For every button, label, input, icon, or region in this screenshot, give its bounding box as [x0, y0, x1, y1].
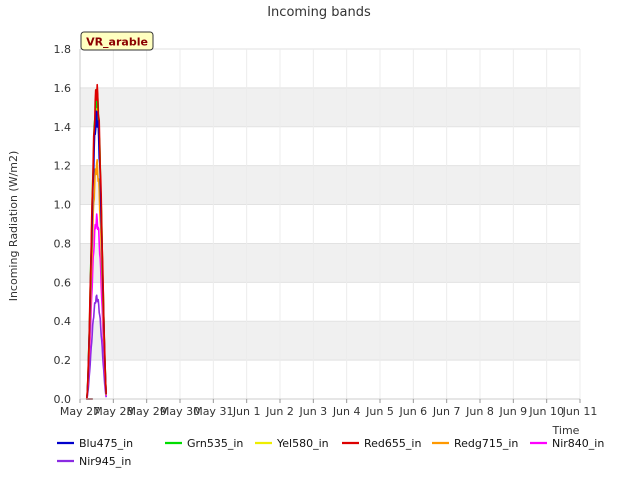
series-line-nir945-in — [85, 294, 107, 400]
x-tick-label: May 28 — [93, 405, 133, 418]
y-tick-label: 1.0 — [54, 199, 72, 212]
legend: Blu475_in Grn535_in Yel580_in Red655_in Redg… — [57, 437, 604, 468]
x-tick-label: May 27 — [60, 405, 100, 418]
legend-item-nir840-in: Nir840_in — [530, 437, 604, 450]
site-badge-label: VR_arable — [86, 36, 148, 49]
series-layer — [85, 83, 107, 400]
grid-band — [80, 243, 580, 283]
legend-item-red655-in: Red655_in — [342, 437, 421, 450]
grid-band — [80, 321, 580, 361]
x-tick-label: Jun 10 — [528, 405, 564, 418]
legend-label: Nir945_in — [79, 455, 131, 468]
legend-item-nir945-in: Nir945_in — [57, 455, 131, 468]
x-tick-label: Jun 1 — [232, 405, 261, 418]
x-tick-label: Jun 5 — [365, 405, 394, 418]
grid-band — [80, 87, 580, 127]
x-tick-label: Jun 7 — [432, 405, 461, 418]
grid-bands — [80, 49, 580, 399]
x-tick-label: May 31 — [193, 405, 233, 418]
y-tick-label: 1.2 — [54, 160, 72, 173]
series-line-red655-in — [85, 83, 107, 400]
x-tick-label: Jun 2 — [265, 405, 294, 418]
x-axis-title: Time — [552, 424, 580, 437]
legend-item-blu475-in: Blu475_in — [57, 437, 133, 450]
x-tick-label: Jun 11 — [562, 405, 598, 418]
y-tick-label: 1.6 — [54, 82, 72, 95]
x-tick-label: Jun 6 — [398, 405, 427, 418]
y-tick-label: 0.0 — [54, 393, 72, 406]
x-tick-label: Jun 3 — [298, 405, 327, 418]
x-tick-label: May 29 — [127, 405, 167, 418]
legend-label: Nir840_in — [552, 437, 604, 450]
legend-item-redg715-in: Redg715_in — [432, 437, 518, 450]
chart-title: Incoming bands — [267, 5, 371, 20]
legend-label: Grn535_in — [187, 437, 243, 450]
y-tick-label: 0.6 — [54, 276, 72, 289]
y-tick-label: 0.2 — [54, 354, 72, 367]
legend-label: Redg715_in — [454, 437, 518, 450]
site-badge: VR_arable — [80, 31, 154, 51]
y-axis-title: Incoming Radiation (W/m2) — [7, 151, 20, 302]
x-tick-label: Jun 9 — [498, 405, 527, 418]
y-tick-label: 0.8 — [54, 237, 72, 250]
legend-label: Blu475_in — [79, 437, 133, 450]
x-tick-label: Jun 8 — [465, 405, 494, 418]
legend-label: Yel580_in — [276, 437, 329, 450]
y-tick-label: 0.4 — [54, 315, 72, 328]
axes — [79, 49, 580, 400]
y-ticks: 0.0 0.2 0.4 0.6 0.8 1.0 1.2 1.4 1.6 1.8 — [54, 43, 72, 406]
x-tick-label: Jun 4 — [332, 405, 361, 418]
legend-item-grn535-in: Grn535_in — [165, 437, 243, 450]
y-tick-label: 1.8 — [54, 43, 72, 56]
legend-item-yel580-in: Yel580_in — [255, 437, 329, 450]
y-tick-label: 1.4 — [54, 121, 72, 134]
x-tick-label: May 30 — [160, 405, 200, 418]
grid-band — [80, 165, 580, 205]
legend-label: Red655_in — [364, 437, 421, 450]
